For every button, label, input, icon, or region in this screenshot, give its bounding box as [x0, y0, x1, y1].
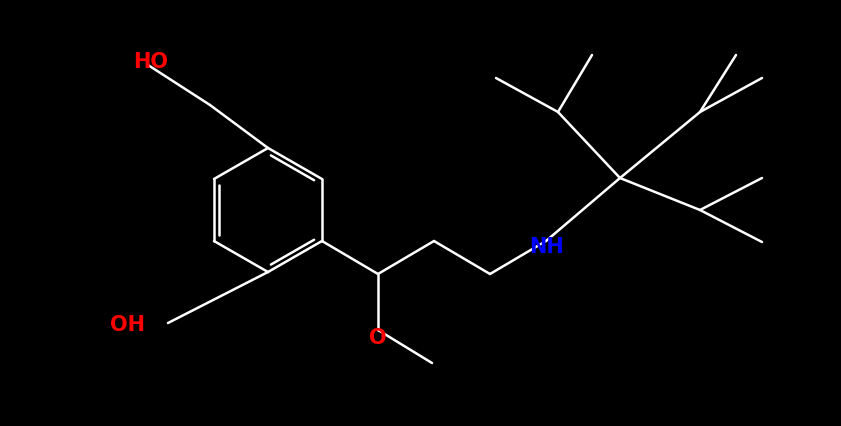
- Text: HO: HO: [133, 52, 168, 72]
- Text: OH: OH: [110, 315, 145, 335]
- Text: O: O: [369, 328, 387, 348]
- Text: NH: NH: [530, 237, 564, 257]
